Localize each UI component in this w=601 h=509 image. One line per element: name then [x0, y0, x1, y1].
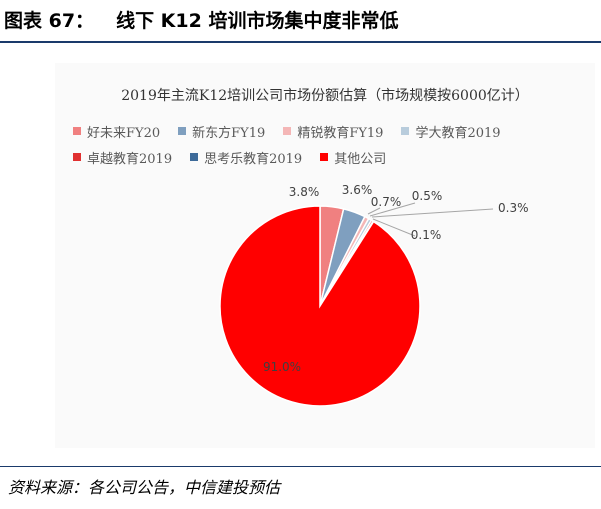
legend-label: 精锐教育FY19	[297, 125, 384, 141]
legend-item: 精锐教育FY19	[283, 122, 383, 141]
legend-swatch	[190, 153, 199, 161]
data-label: 0.7%	[371, 195, 402, 209]
data-label: 3.8%	[289, 185, 320, 199]
legend-swatch	[283, 127, 292, 135]
data-label: 0.5%	[412, 189, 443, 203]
legend-label: 思考乐教育2019	[204, 151, 303, 167]
chart-title: 2019年主流K12培训公司市场份额估算（市场规模按6000亿计）	[121, 88, 529, 104]
data-label: 3.6%	[342, 183, 373, 197]
legend-row-2: 卓越教育2019 思考乐教育2019 其他公司	[73, 144, 593, 170]
leader-line	[371, 208, 494, 218]
legend-label: 好未来FY20	[87, 125, 161, 141]
figure-title: 图表 67： 线下 K12 培训市场集中度非常低	[4, 6, 398, 36]
data-label: 91.0%	[263, 360, 301, 374]
legend-row-1: 好未来FY20 新东方FY19 精锐教育FY19 学大教育2019	[73, 118, 593, 144]
figure-number: 图表 67：	[4, 10, 95, 32]
figure-heading: 线下 K12 培训市场集中度非常低	[116, 10, 399, 32]
title-divider	[0, 41, 601, 43]
data-label: 0.3%	[498, 201, 529, 215]
legend-label: 卓越教育2019	[87, 151, 173, 167]
leader-line	[367, 207, 381, 215]
legend-item: 好未来FY20	[73, 122, 160, 141]
source-note: 资料来源：各公司公告，中信建投预估	[8, 478, 281, 497]
source-divider	[0, 466, 601, 467]
legend-label: 学大教育2019	[415, 125, 501, 141]
leader-line	[372, 218, 416, 237]
legend-label: 其他公司	[334, 151, 387, 167]
legend-label: 新东方FY19	[192, 125, 266, 141]
legend-item: 学大教育2019	[401, 122, 501, 141]
legend-item: 其他公司	[320, 148, 386, 167]
data-label: 0.1%	[411, 228, 442, 242]
legend-item: 新东方FY19	[178, 122, 265, 141]
legend-item: 思考乐教育2019	[190, 148, 302, 167]
legend-swatch	[401, 127, 410, 135]
leader-line	[369, 202, 416, 217]
legend-swatch	[320, 153, 329, 161]
legend-swatch	[73, 127, 81, 135]
legend-swatch	[73, 153, 81, 161]
legend-swatch	[178, 127, 187, 135]
legend-item: 卓越教育2019	[73, 148, 172, 167]
pie-slice	[219, 205, 421, 407]
chart-legend: 好未来FY20 新东方FY19 精锐教育FY19 学大教育2019 卓越教育2019 思…	[73, 118, 593, 170]
